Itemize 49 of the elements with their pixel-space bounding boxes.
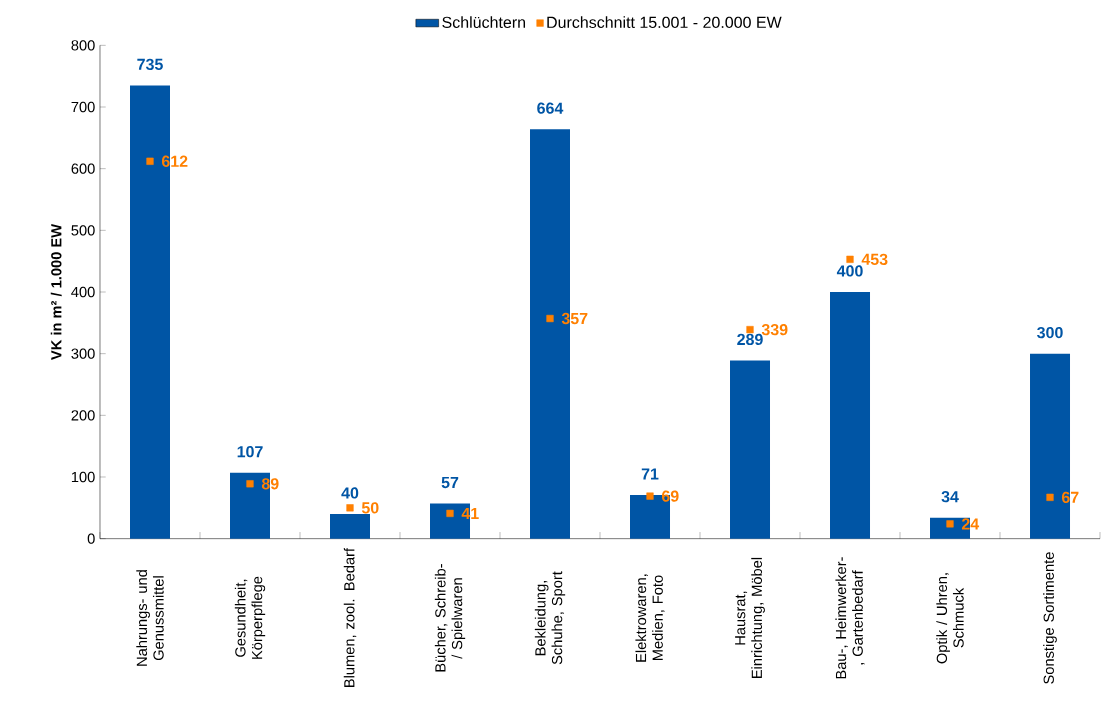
y-tick-label: 400: [71, 286, 95, 298]
data-label: 50: [361, 502, 379, 514]
x-tick-label: Bücher, Schreib- / Spielwaren: [434, 564, 466, 672]
y-tick-label: 100: [71, 471, 95, 483]
data-label: 453: [861, 253, 888, 265]
bar: [730, 360, 770, 539]
point: [546, 314, 554, 323]
data-label: 34: [941, 490, 959, 503]
point: [646, 492, 654, 500]
y-tick-label: 0: [87, 533, 95, 544]
x-tick-label: Gesundheit, Körperpflege: [234, 576, 266, 659]
data-label: 69: [661, 490, 679, 502]
bar: [830, 292, 871, 539]
data-label: 300: [1037, 326, 1063, 339]
data-label: 400: [836, 265, 863, 277]
x-tick-label: Bekleidung, Schuhe, Sport: [534, 571, 566, 665]
y-tick-label: 200: [71, 410, 95, 421]
point: [1046, 493, 1054, 501]
x-tick-label: Hausrat, Einrichtung, Möbel: [735, 557, 765, 678]
point: [246, 480, 254, 488]
x-tick-label: Blumen, zool. Bedarf: [343, 547, 357, 687]
data-label: 289: [737, 333, 763, 346]
point: [146, 157, 154, 165]
y-tick-label: 500: [71, 225, 95, 236]
y-axis-title: VK in m² / 1.000 EW: [50, 223, 62, 360]
point: [346, 504, 354, 512]
y-tick-label: 800: [71, 40, 95, 51]
data-label: 41: [461, 507, 479, 519]
legend-label: Durchschnitt 15.001 - 20.000 EW: [547, 16, 782, 29]
bar: [330, 514, 370, 539]
point: [946, 520, 954, 528]
point: [846, 255, 854, 263]
data-label: 71: [641, 468, 659, 480]
point: [446, 509, 454, 517]
x-tick-label: Bau-, Heimwerker-, Gartenbedarf: [835, 557, 865, 679]
data-label: 40: [341, 487, 359, 499]
data-label: 735: [137, 58, 163, 71]
legend-label: Schlüchtern: [442, 16, 526, 29]
x-tick-label: Nahrungs- und Genussmittel: [136, 570, 164, 666]
data-label: 664: [537, 102, 564, 114]
x-tick-label: Elektrowaren, Medien, Foto: [635, 574, 665, 662]
x-tick-label: Optik / Uhren, Schmuck: [936, 573, 964, 664]
y-tick-label: 600: [71, 163, 95, 174]
data-label: 57: [441, 476, 459, 489]
x-tick-label: Sonstige Sortimente: [1043, 552, 1057, 684]
y-tick-label: 700: [71, 101, 95, 113]
data-label: 339: [761, 323, 788, 336]
y-tick-label: 300: [71, 348, 95, 359]
data-label: 107: [237, 445, 263, 458]
